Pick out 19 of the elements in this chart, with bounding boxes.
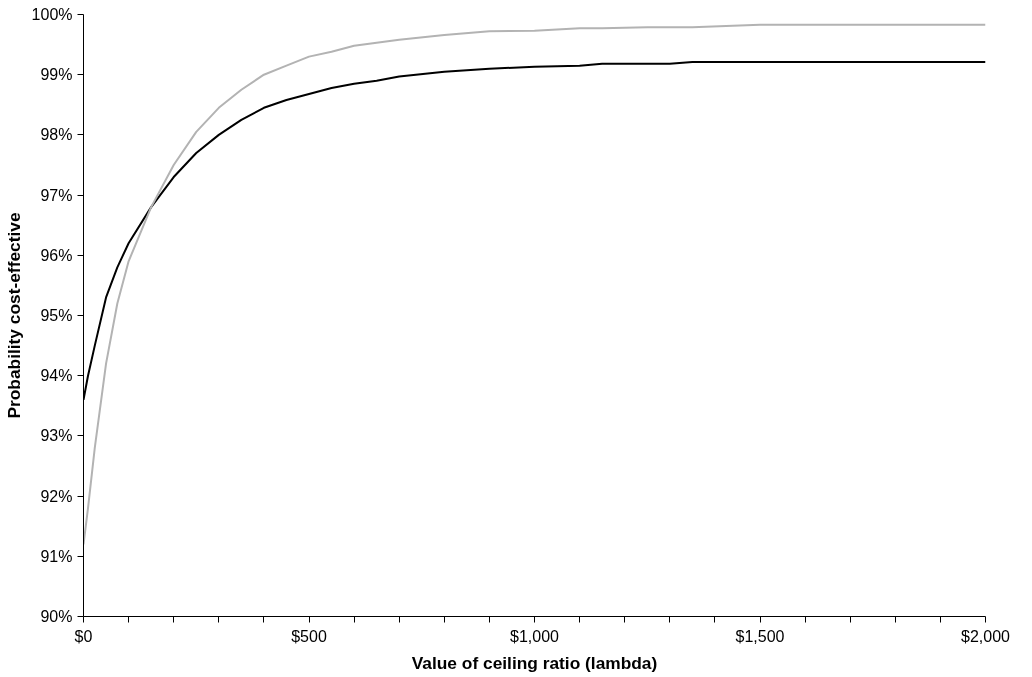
line-series: [83, 23, 986, 546]
x-tick-label: $1,000: [510, 627, 560, 645]
y-tick-label: 93%: [40, 427, 73, 445]
x-axis-title: Value of ceiling ratio (lambda): [411, 652, 658, 673]
x-tick-label: $500: [291, 627, 327, 645]
y-tick-label: 99%: [40, 66, 73, 84]
y-tick-label: 94%: [40, 367, 73, 385]
y-tick-label: 90%: [40, 608, 73, 625]
y-axis-title: Probability cost-effective: [3, 212, 24, 419]
x-tick-label: $1,500: [735, 627, 785, 645]
y-tick-label: 91%: [40, 547, 73, 565]
x-tick-label: $0: [74, 627, 93, 645]
y-tick-label: 100%: [31, 6, 73, 23]
y-tick-label: 96%: [40, 246, 73, 264]
x-tick-label: $2,000: [961, 627, 1011, 645]
y-tick-label: 92%: [40, 487, 73, 505]
y-tick-label: 97%: [40, 186, 73, 204]
y-tick-label: 98%: [40, 126, 73, 144]
y-tick-label: 95%: [40, 307, 73, 324]
